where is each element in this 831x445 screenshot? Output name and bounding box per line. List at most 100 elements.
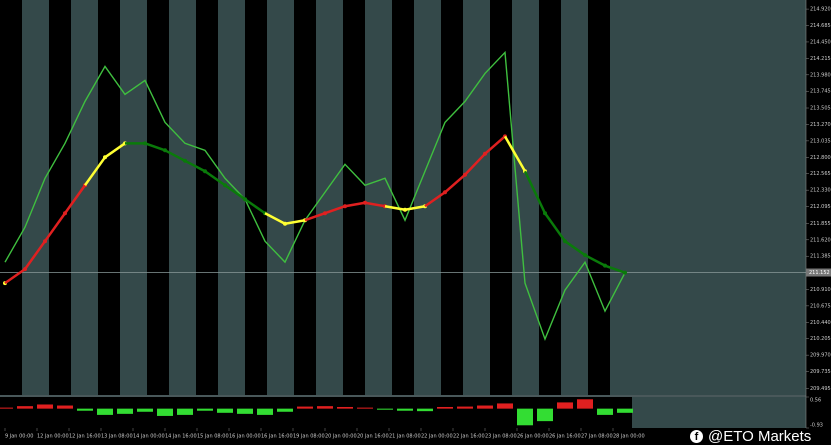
ma-segment	[384, 205, 406, 211]
ma-segment	[284, 218, 306, 225]
ma-segment	[523, 170, 547, 214]
y-tick-label: 213.505	[810, 106, 831, 112]
osc-bar	[77, 408, 93, 411]
osc-bar	[217, 408, 233, 413]
y-tick-label: 211.620	[810, 237, 831, 243]
y-tick-label: 212.095	[810, 204, 831, 210]
osc-bar	[317, 406, 333, 409]
watermark: f @ETO Markets	[690, 428, 811, 445]
y-tick-label: 212.800	[810, 155, 831, 161]
axis-bg	[806, 0, 831, 441]
osc-tick-label: -0.93	[810, 423, 823, 429]
ma-segment	[424, 191, 446, 208]
ma-segment	[404, 205, 426, 211]
y-tick-label: 213.035	[810, 138, 831, 144]
y-tick-label: 214.685	[810, 23, 831, 29]
ma-segment	[184, 159, 206, 173]
osc-bar	[477, 405, 493, 409]
x-tick-label: 16 Jan 16:00	[261, 434, 293, 440]
x-tick-label: 14 Jan 00:00	[133, 434, 165, 440]
session-stripe	[588, 0, 610, 395]
ma-segment	[63, 184, 87, 214]
session-stripe	[147, 0, 169, 395]
osc-tick-label: 0.56	[810, 398, 821, 404]
ma-segment	[364, 201, 386, 208]
session-stripe	[98, 0, 120, 395]
osc-bar	[617, 408, 633, 413]
osc-bar	[397, 408, 413, 411]
ma-segment	[23, 240, 47, 270]
osc-bar	[557, 402, 573, 409]
y-tick-label: 209.970	[810, 353, 831, 359]
osc-bar	[57, 405, 73, 409]
x-tick-label: 20 Jan 00:00	[325, 434, 357, 440]
x-tick-label: 20 Jan 16:00	[357, 434, 389, 440]
ma-segment	[344, 201, 366, 208]
x-tick-label: 26 Jan 16:00	[549, 434, 581, 440]
y-tick-label: 210.910	[810, 287, 831, 293]
last-price-box	[806, 268, 831, 277]
osc-bar	[457, 406, 473, 409]
x-tick-label: 27 Jan 08:00	[581, 434, 613, 440]
session-stripe	[196, 0, 218, 395]
osc-bar	[197, 408, 213, 411]
ma-segment	[244, 198, 266, 215]
price-line	[4, 50, 626, 342]
y-tick-label: 210.675	[810, 303, 831, 309]
y-tick-label: 213.745	[810, 89, 831, 95]
session-stripe	[0, 0, 22, 395]
ma-segment	[43, 212, 67, 242]
osc-bar	[37, 404, 53, 409]
osc-bar	[357, 407, 373, 409]
ma-segment	[224, 184, 246, 201]
x-tick-label: 26 Jan 00:00	[517, 434, 549, 440]
osc-bar	[17, 406, 33, 409]
osc-bar	[577, 399, 593, 409]
y-tick-label: 214.920	[810, 7, 831, 13]
session-stripe	[392, 0, 414, 395]
ma-segment	[144, 142, 166, 152]
x-tick-label: 16 Jan 00:00	[229, 434, 261, 440]
ma-segment	[604, 264, 626, 274]
osc-bar	[517, 408, 533, 426]
x-tick-label: 9 Jan 00:00	[5, 434, 33, 440]
x-tick-label: 12 Jan 00:00	[37, 434, 69, 440]
osc-bar	[297, 406, 313, 409]
watermark-text: @ETO Markets	[708, 428, 812, 445]
y-tick-label: 212.330	[810, 188, 831, 194]
osc-bar	[117, 408, 133, 414]
x-tick-label: 22 Jan 00:00	[421, 434, 453, 440]
ma-segment	[83, 156, 107, 186]
fb-icon: f	[690, 430, 703, 443]
session-stripe	[490, 0, 512, 395]
y-tick-label: 209.735	[810, 369, 831, 375]
ma-segment	[204, 170, 226, 187]
x-tick-label: 19 Jan 08:00	[293, 434, 325, 440]
y-tick-label: 211.855	[810, 221, 831, 227]
osc-bar	[337, 406, 353, 409]
session-stripe	[539, 0, 561, 395]
osc-bar	[237, 408, 253, 414]
osc-bar	[537, 408, 553, 422]
osc-bar	[497, 403, 513, 409]
ma-segment	[464, 152, 486, 176]
ma-segment	[503, 135, 527, 172]
ma-segment	[444, 173, 466, 194]
session-stripe	[343, 0, 365, 395]
osc-bar	[437, 406, 453, 409]
osc-bar	[597, 408, 613, 415]
osc-bar	[0, 407, 13, 409]
session-stripe	[245, 0, 267, 395]
x-tick-label: 13 Jan 08:00	[101, 434, 133, 440]
ma-segment	[564, 240, 586, 257]
osc-bar	[257, 408, 273, 415]
last-price-label: 211.152	[809, 270, 830, 276]
osc-bar	[97, 408, 113, 415]
y-tick-label: 211.385	[810, 254, 831, 260]
ma-segment	[104, 142, 126, 159]
y-tick-label: 210.440	[810, 320, 831, 326]
session-stripe	[441, 0, 463, 395]
ma-segment	[304, 212, 326, 222]
